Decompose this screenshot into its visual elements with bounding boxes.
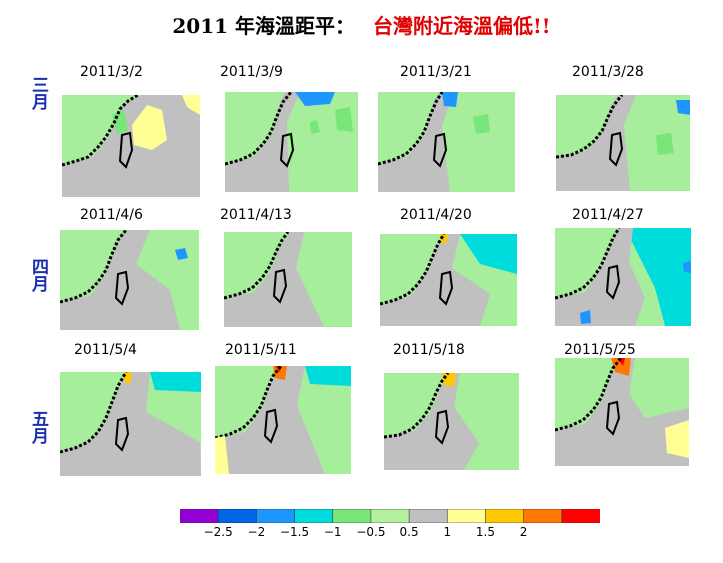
date-label: 2011/3/28: [572, 64, 644, 80]
date-label: 2011/5/11: [225, 342, 297, 358]
colorbar-swatch: [217, 508, 258, 524]
page-title: 2011 年海溫距平： 台灣附近海溫偏低!!: [0, 10, 723, 39]
month-label-text: 五月: [28, 410, 48, 444]
colorbar: [179, 508, 601, 527]
sst-anomaly-map: [384, 373, 519, 470]
sst-anomaly-map: [225, 92, 358, 192]
title-main: 2011 年海溫距平：: [172, 14, 356, 38]
date-label: 2011/4/27: [572, 207, 644, 223]
month-label-april: 四月: [26, 258, 48, 292]
colorbar-swatch: [561, 508, 601, 524]
date-label: 2011/5/18: [393, 342, 465, 358]
date-label: 2011/4/6: [80, 207, 143, 223]
date-label: 2011/4/20: [400, 207, 472, 223]
month-label-text: 三月: [28, 76, 48, 110]
colorbar-swatch: [370, 508, 410, 524]
colorbar-swatch: [446, 508, 487, 524]
colorbar-ticks: −2.5 −2 −1.5 −1 −0.5 0.5 1 1.5 2: [0, 525, 723, 543]
colorbar-swatch: [485, 508, 525, 524]
colorbar-tick-label: −2.5: [203, 525, 233, 539]
colorbar-swatch: [332, 508, 372, 524]
sst-anomaly-map: [60, 230, 199, 330]
colorbar-swatch: [408, 508, 449, 524]
colorbar-tick-label: −1: [323, 525, 342, 539]
colorbar-tick-label: 0.5: [399, 525, 419, 539]
date-label: 2011/5/25: [564, 342, 636, 358]
sst-anomaly-map: [556, 95, 690, 191]
colorbar-swatch: [179, 508, 219, 524]
month-label-may: 五月: [26, 410, 48, 444]
date-label: 2011/4/13: [220, 207, 292, 223]
month-label-march: 三月: [26, 76, 48, 110]
sst-anomaly-map: [380, 234, 517, 326]
sst-anomaly-map: [215, 366, 351, 474]
sst-anomaly-map: [378, 92, 515, 192]
date-label: 2011/3/21: [400, 64, 472, 80]
colorbar-swatch: [294, 508, 334, 524]
date-label: 2011/5/4: [74, 342, 137, 358]
title-subtitle: 台灣附近海溫偏低!!: [373, 14, 551, 38]
colorbar-swatch: [523, 508, 563, 524]
sst-anomaly-map: [555, 358, 689, 466]
colorbar-tick-label: −0.5: [356, 525, 386, 539]
colorbar-tick-label: 2: [519, 525, 528, 539]
colorbar-tick-label: −2: [247, 525, 266, 539]
colorbar-tick-label: 1: [443, 525, 452, 539]
date-label: 2011/3/9: [220, 64, 283, 80]
sst-anomaly-map: [224, 232, 352, 327]
sst-anomaly-map: [60, 372, 201, 476]
sst-anomaly-map: [62, 95, 200, 197]
sst-anomaly-map: [555, 228, 691, 326]
colorbar-swatch: [256, 508, 296, 524]
date-label: 2011/3/2: [80, 64, 143, 80]
colorbar-tick-label: 1.5: [475, 525, 495, 539]
colorbar-tick-label: −1.5: [279, 525, 310, 539]
month-label-text: 四月: [28, 258, 48, 292]
